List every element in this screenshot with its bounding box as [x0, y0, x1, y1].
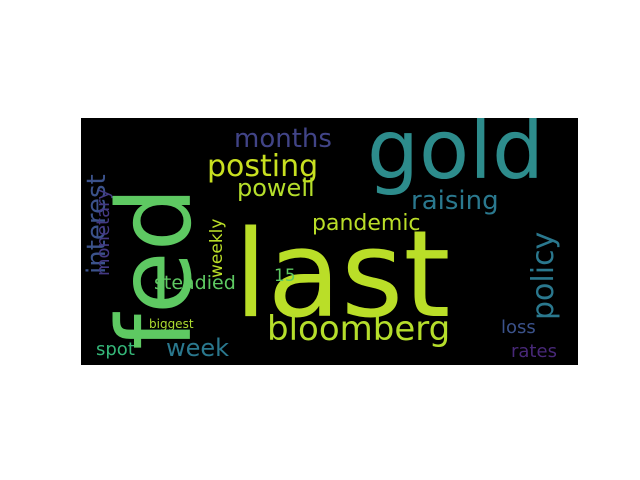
word-fed: fed [96, 186, 215, 350]
word-raising: raising [411, 186, 499, 216]
word-last: last [234, 206, 451, 345]
word-monetary: monetary [93, 188, 114, 276]
word-posting: posting [207, 149, 319, 184]
word-gold: gold [367, 118, 545, 198]
word-rates: rates [511, 341, 557, 362]
word-bloomberg: bloomberg [267, 309, 451, 349]
word-loss: loss [501, 317, 536, 338]
word-weekly: weekly [207, 218, 227, 278]
word-pandemic: pandemic [312, 211, 421, 236]
word-15: 15 [274, 266, 296, 286]
word-powell: powell [237, 174, 315, 202]
word-biggest: biggest [149, 317, 194, 331]
word-cloud: last gold bloomberg posting months raisi… [81, 118, 578, 365]
word-spot: spot [96, 339, 135, 360]
word-week: week [166, 334, 230, 362]
word-months: months [234, 124, 332, 154]
word-policy: policy [526, 231, 561, 320]
word-steadied: steadied [154, 272, 236, 294]
